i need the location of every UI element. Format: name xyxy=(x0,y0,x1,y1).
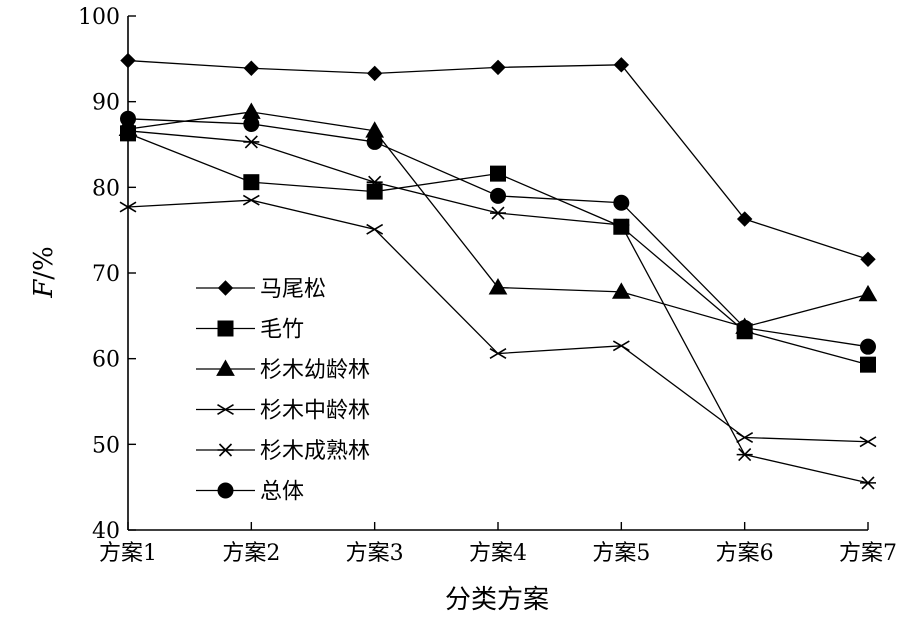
y-tick-label: 50 xyxy=(92,433,120,458)
data-point-diamond xyxy=(120,52,136,69)
series-line xyxy=(127,118,869,348)
series-1 xyxy=(120,52,876,268)
series-line xyxy=(127,111,869,328)
legend-label: 毛竹 xyxy=(260,318,304,343)
legend-marker-asterisk xyxy=(217,443,234,457)
x-tick-label: 方案1 xyxy=(99,541,157,566)
series-2 xyxy=(120,125,876,373)
y-tick-label: 60 xyxy=(92,348,120,373)
series-line xyxy=(127,130,869,484)
legend-item: 杉木幼龄林 xyxy=(196,358,370,383)
data-point-square xyxy=(366,183,383,200)
data-point-asterisk xyxy=(736,448,753,462)
legend-marker-circle xyxy=(217,482,234,499)
data-point-square xyxy=(490,165,506,182)
data-point-square xyxy=(243,174,260,191)
legend-label: 杉木幼龄林 xyxy=(260,358,370,383)
legend-label: 马尾松 xyxy=(260,277,326,302)
data-point-x xyxy=(366,223,384,235)
x-tick-label: 方案4 xyxy=(469,541,527,566)
data-point-circle xyxy=(736,319,753,336)
series-line xyxy=(127,59,869,260)
data-point-diamond xyxy=(366,65,383,82)
legend-item: 杉木中龄林 xyxy=(196,399,370,424)
series-layer xyxy=(118,52,878,490)
data-point-x xyxy=(242,194,260,206)
y-axis-title-unit: /% xyxy=(29,246,59,279)
data-point-x xyxy=(612,340,630,352)
y-tick-label: 80 xyxy=(92,176,120,201)
series-4 xyxy=(119,194,877,448)
data-point-x xyxy=(489,348,507,360)
series-3 xyxy=(118,102,878,334)
data-point-asterisk xyxy=(366,175,383,189)
series-5 xyxy=(120,124,876,490)
data-point-diamond xyxy=(860,251,876,268)
data-point-diamond xyxy=(243,60,260,76)
y-axis-title-main: F xyxy=(29,279,59,299)
data-point-triangle xyxy=(858,284,878,302)
legend-label: 杉木中龄林 xyxy=(260,399,370,424)
legend-marker-x xyxy=(217,404,234,415)
x-tick-label: 方案5 xyxy=(592,541,650,566)
data-point-x xyxy=(736,431,754,443)
data-point-circle xyxy=(860,338,876,355)
data-point-square xyxy=(613,218,630,235)
legend-marker-triangle xyxy=(216,359,235,376)
y-tick-label: 40 xyxy=(92,519,120,544)
y-tick-label: 90 xyxy=(92,91,120,116)
data-point-circle xyxy=(613,194,630,211)
legend-item: 毛竹 xyxy=(196,318,304,343)
data-point-square xyxy=(860,356,876,373)
data-point-asterisk xyxy=(860,476,876,490)
x-tick-label: 方案6 xyxy=(716,541,774,566)
legend-item: 总体 xyxy=(196,480,304,505)
data-point-asterisk xyxy=(613,218,630,232)
legend-label: 杉木成熟林 xyxy=(260,439,370,464)
legend-marker-square xyxy=(217,320,234,337)
x-tick-label: 方案2 xyxy=(222,541,280,566)
legend-label: 总体 xyxy=(260,480,304,505)
series-line xyxy=(127,199,869,443)
data-point-x xyxy=(859,436,877,448)
data-point-triangle xyxy=(488,278,508,295)
y-axis-title: F/% xyxy=(29,246,59,299)
x-tick-label: 方案3 xyxy=(346,541,404,566)
legend-item: 马尾松 xyxy=(196,277,326,302)
y-tick-label: 70 xyxy=(92,262,120,287)
series-6 xyxy=(120,110,876,355)
data-point-diamond xyxy=(613,57,630,73)
data-point-circle xyxy=(490,187,506,204)
y-tick-label: 100 xyxy=(78,5,120,30)
data-point-triangle xyxy=(611,282,631,299)
x-tick-label: 方案7 xyxy=(839,541,897,566)
legend-marker-diamond xyxy=(217,280,234,296)
data-point-asterisk xyxy=(120,124,136,138)
data-point-circle xyxy=(243,115,260,132)
legend-item: 杉木成熟林 xyxy=(196,439,370,464)
data-point-circle xyxy=(120,110,136,127)
data-point-asterisk xyxy=(243,135,260,149)
data-point-diamond xyxy=(736,211,753,227)
axes: 40 50 60 70 80 90 100 方案1 方案2 方案3 方案4 方案5 方案6 方案7 xyxy=(78,5,897,566)
data-point-x xyxy=(119,201,137,213)
data-point-asterisk xyxy=(490,206,506,220)
x-axis-title: 分类方案 xyxy=(445,585,549,615)
data-point-diamond xyxy=(490,59,506,76)
data-point-circle xyxy=(366,133,383,150)
